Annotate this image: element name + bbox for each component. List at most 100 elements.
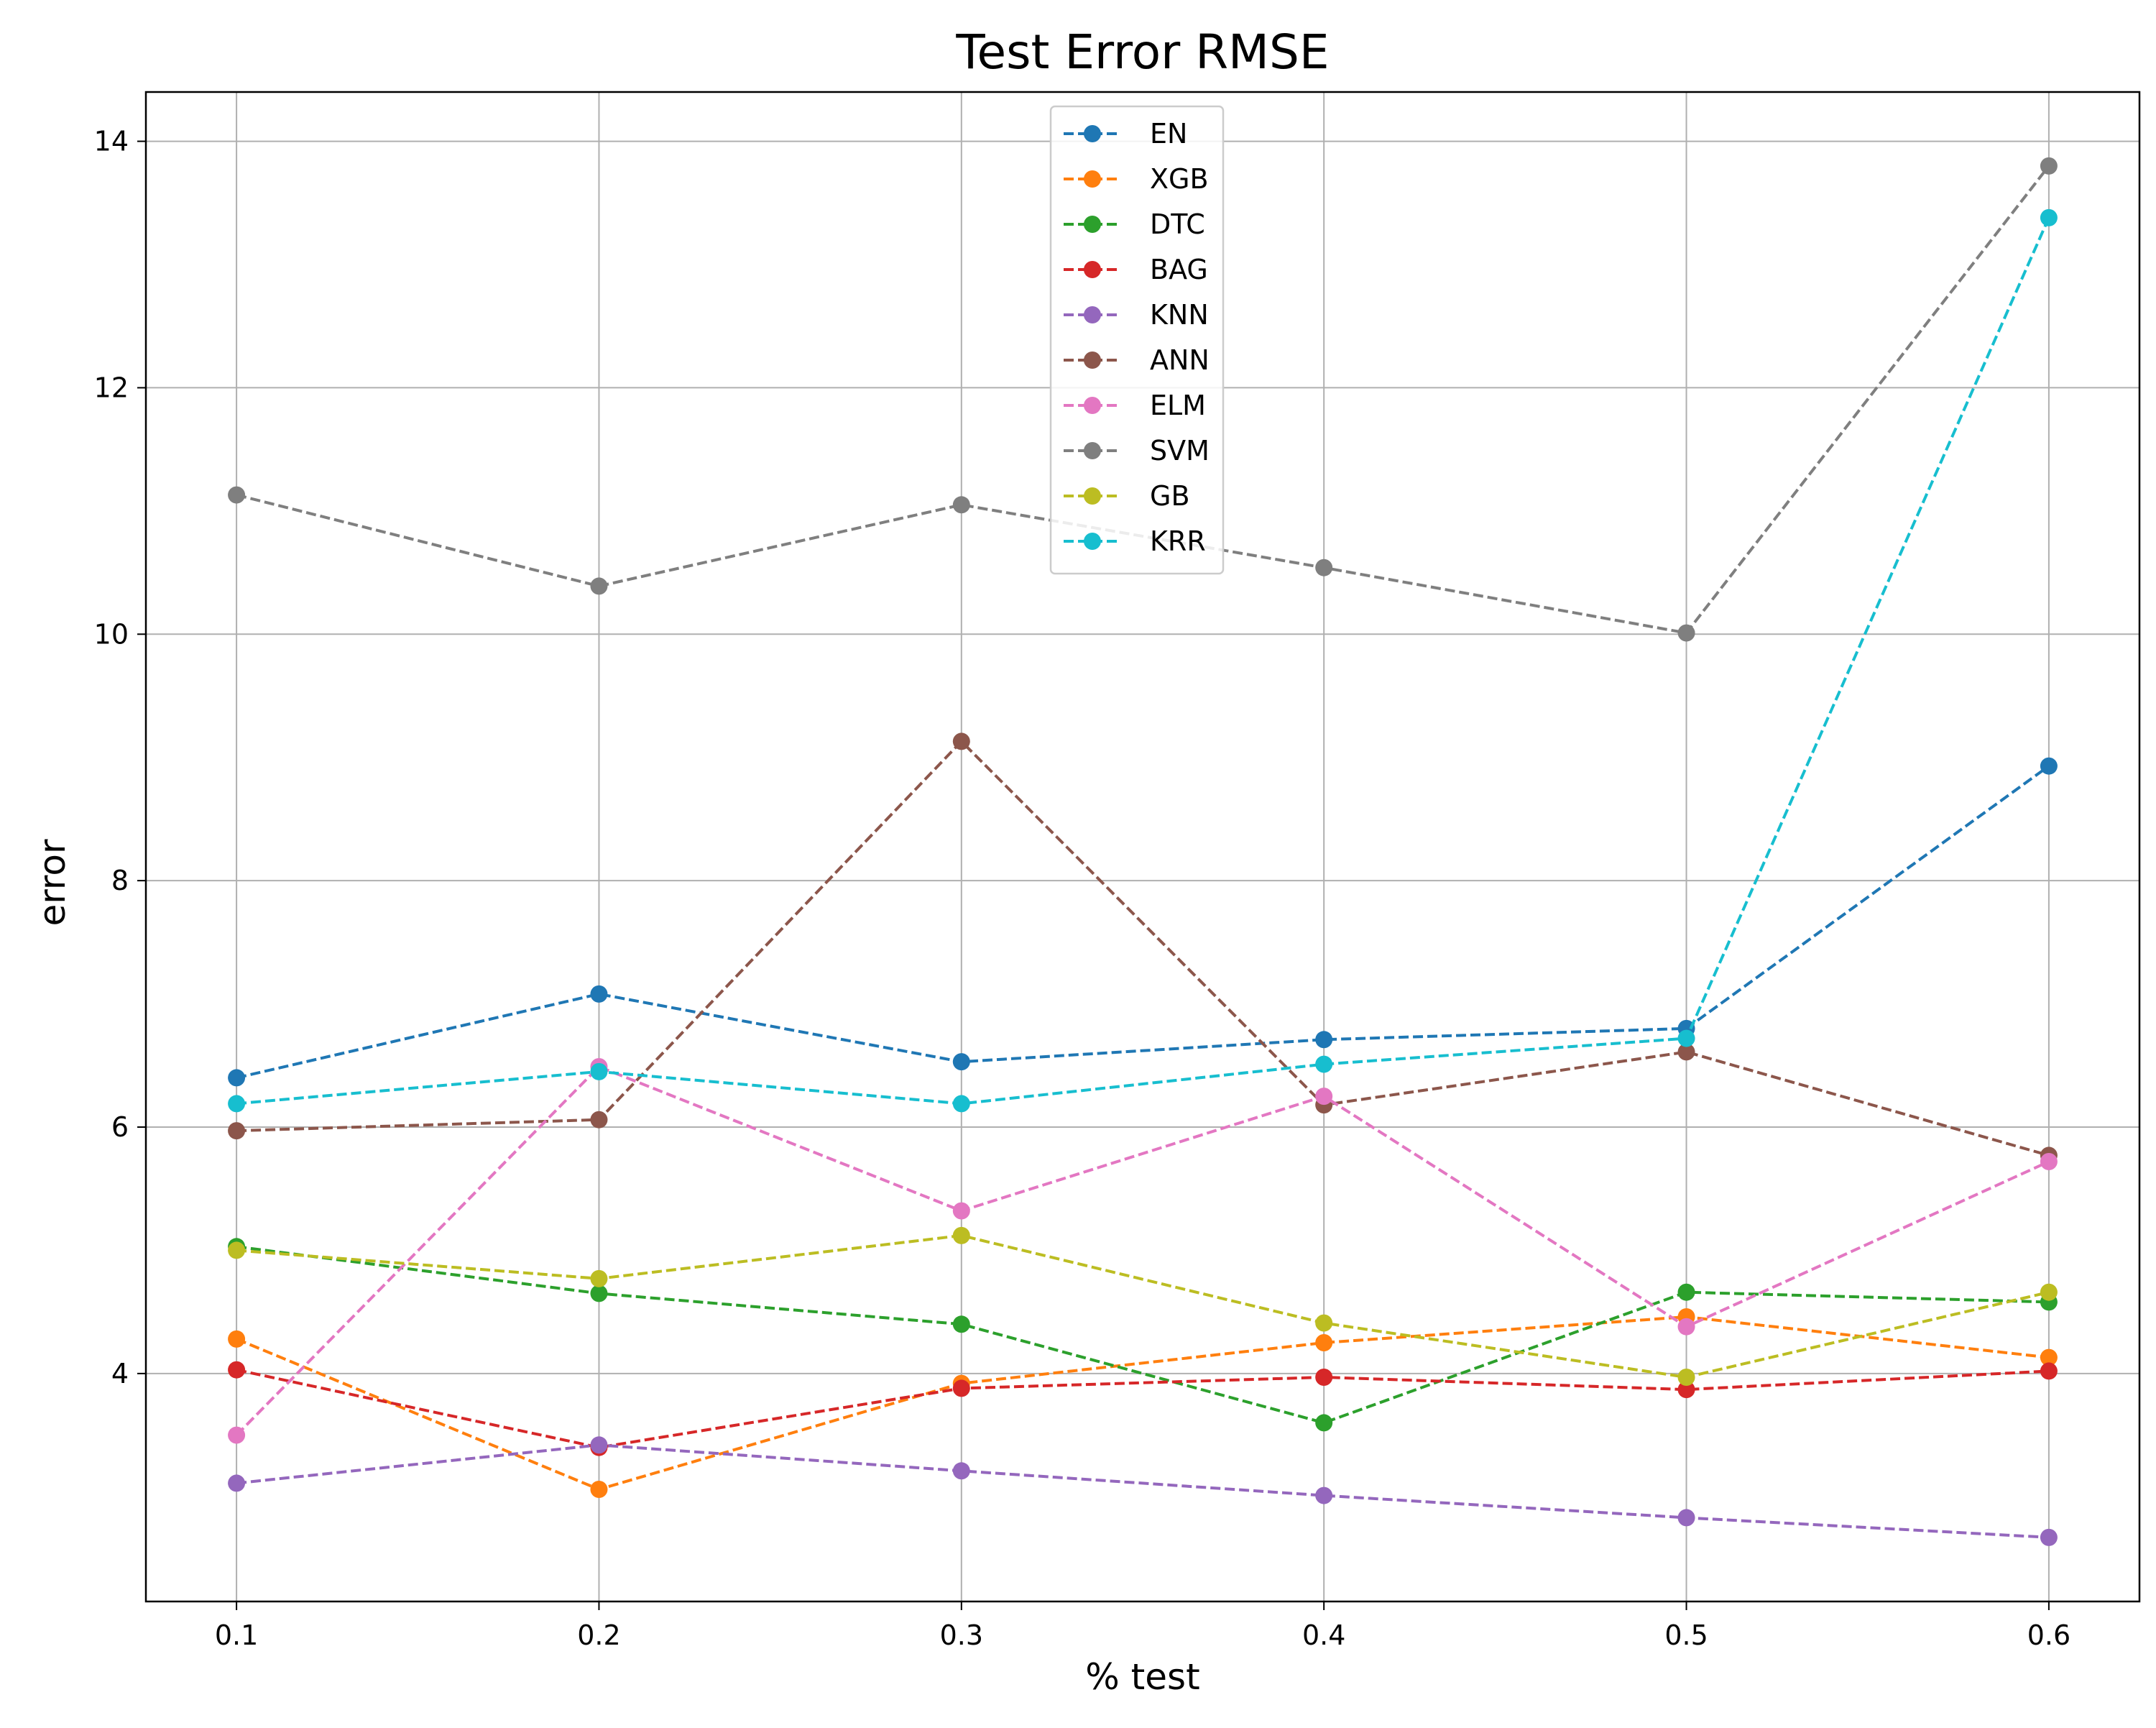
series-line-ann xyxy=(236,739,2050,1157)
legend-label-elm: ELM xyxy=(1150,390,1206,421)
legend-marker-gb xyxy=(1084,487,1101,505)
data-point-gb xyxy=(1315,1314,1333,1332)
legend-label-en: EN xyxy=(1150,118,1187,150)
y-tick-label: 6 xyxy=(111,1111,129,1143)
data-point-gb xyxy=(1677,1369,1695,1386)
data-point-dtc xyxy=(590,1284,608,1302)
series-line-elm xyxy=(235,1065,2050,1436)
data-point-dtc xyxy=(1677,1283,1695,1301)
data-point-gb xyxy=(952,1226,970,1244)
data-point-dtc xyxy=(952,1315,970,1333)
data-point-bag xyxy=(1315,1369,1333,1386)
data-point-gb xyxy=(2040,1283,2058,1301)
y-tick-label: 14 xyxy=(94,126,129,157)
data-point-elm xyxy=(1677,1318,1695,1336)
legend-label-xgb: XGB xyxy=(1150,163,1209,195)
data-point-elm xyxy=(952,1202,970,1220)
legend-label-dtc: DTC xyxy=(1150,208,1205,240)
data-point-xgb xyxy=(2040,1348,2058,1366)
y-tick-label: 10 xyxy=(94,618,129,650)
series-line-krr xyxy=(236,217,2050,1106)
y-tick-label: 4 xyxy=(111,1358,129,1389)
series-line-xgb xyxy=(236,1315,2050,1492)
data-point-en xyxy=(228,1069,246,1087)
y-tick-label: 8 xyxy=(111,865,129,896)
series-group xyxy=(228,157,2058,1546)
x-tick-label: 0.3 xyxy=(940,1619,983,1651)
x-tick-label: 0.2 xyxy=(577,1619,620,1651)
axis-ticks: 0.1 0.2 0.3 0.4 0.5 0.6 4 6 8 10 12 14 xyxy=(94,126,2070,1651)
chart-title: Test Error RMSE xyxy=(955,24,1329,80)
legend-marker-dtc xyxy=(1084,216,1101,233)
legend-marker-en xyxy=(1084,125,1101,142)
x-tick-label: 0.5 xyxy=(1664,1619,1708,1651)
series-line-bag xyxy=(236,1368,2050,1449)
plot-frame xyxy=(144,91,2141,1603)
legend-marker-svm xyxy=(1084,442,1101,459)
data-point-svm xyxy=(952,496,970,514)
legend-marker-bag xyxy=(1084,261,1101,278)
data-point-gb xyxy=(590,1269,608,1287)
data-point-svm xyxy=(2040,157,2058,175)
data-point-xgb xyxy=(1315,1334,1333,1351)
data-point-en xyxy=(2040,757,2058,775)
data-point-krr xyxy=(228,1095,246,1113)
data-point-elm xyxy=(2040,1153,2058,1170)
series-line-knn xyxy=(236,1443,2050,1539)
data-point-bag xyxy=(1677,1381,1695,1399)
data-point-ann xyxy=(590,1111,608,1129)
data-point-knn xyxy=(1677,1509,1695,1527)
data-point-knn xyxy=(590,1436,608,1454)
series-line-gb xyxy=(236,1233,2050,1379)
data-point-krr xyxy=(590,1062,608,1080)
data-point-xgb xyxy=(590,1481,608,1498)
series-line-dtc xyxy=(236,1245,2049,1425)
data-point-knn xyxy=(952,1462,970,1480)
legend-marker-ann xyxy=(1084,351,1101,369)
data-point-krr xyxy=(1315,1055,1333,1073)
data-point-krr xyxy=(952,1095,970,1113)
data-point-svm xyxy=(1315,559,1333,576)
data-point-svm xyxy=(1677,624,1695,642)
data-point-knn xyxy=(228,1474,246,1492)
data-point-svm xyxy=(228,486,246,504)
legend-label-krr: KRR xyxy=(1150,525,1206,557)
data-point-svm xyxy=(590,577,608,595)
data-point-en xyxy=(590,985,608,1003)
data-point-ann xyxy=(228,1122,246,1140)
legend-marker-krr xyxy=(1084,533,1101,550)
y-axis-label: error xyxy=(32,839,73,926)
x-tick-label: 0.4 xyxy=(1302,1619,1345,1651)
data-point-xgb xyxy=(228,1330,246,1348)
x-tick-label: 0.1 xyxy=(215,1619,258,1651)
data-point-elm xyxy=(228,1426,246,1444)
data-point-knn xyxy=(2040,1528,2058,1546)
x-tick-label: 0.6 xyxy=(2027,1619,2070,1651)
legend: EN XGB DTC BAG KNN ANN ELM SVM GB KRR xyxy=(1049,105,1225,575)
legend-marker-xgb xyxy=(1084,170,1101,188)
legend-label-gb: GB xyxy=(1150,480,1190,512)
data-point-krr xyxy=(2040,208,2058,226)
y-tick-label: 12 xyxy=(94,372,129,403)
series-line-en xyxy=(236,765,2050,1080)
legend-label-bag: BAG xyxy=(1150,254,1208,285)
data-point-en xyxy=(952,1053,970,1071)
x-axis-label: % test xyxy=(1085,1656,1199,1698)
legend-label-ann: ANN xyxy=(1150,344,1210,376)
legend-label-knn: KNN xyxy=(1150,299,1209,331)
data-point-en xyxy=(1315,1031,1333,1049)
data-point-dtc xyxy=(1315,1414,1333,1432)
data-point-bag xyxy=(2040,1362,2058,1380)
data-point-ann xyxy=(1677,1043,1695,1061)
grid xyxy=(146,92,2139,1601)
legend-marker-elm xyxy=(1084,397,1101,414)
data-point-bag xyxy=(228,1361,246,1379)
data-point-elm xyxy=(1315,1088,1333,1106)
data-point-krr xyxy=(1677,1029,1695,1047)
data-point-gb xyxy=(228,1241,246,1259)
data-point-bag xyxy=(952,1379,970,1397)
data-point-knn xyxy=(1315,1486,1333,1504)
data-point-ann xyxy=(952,732,970,750)
